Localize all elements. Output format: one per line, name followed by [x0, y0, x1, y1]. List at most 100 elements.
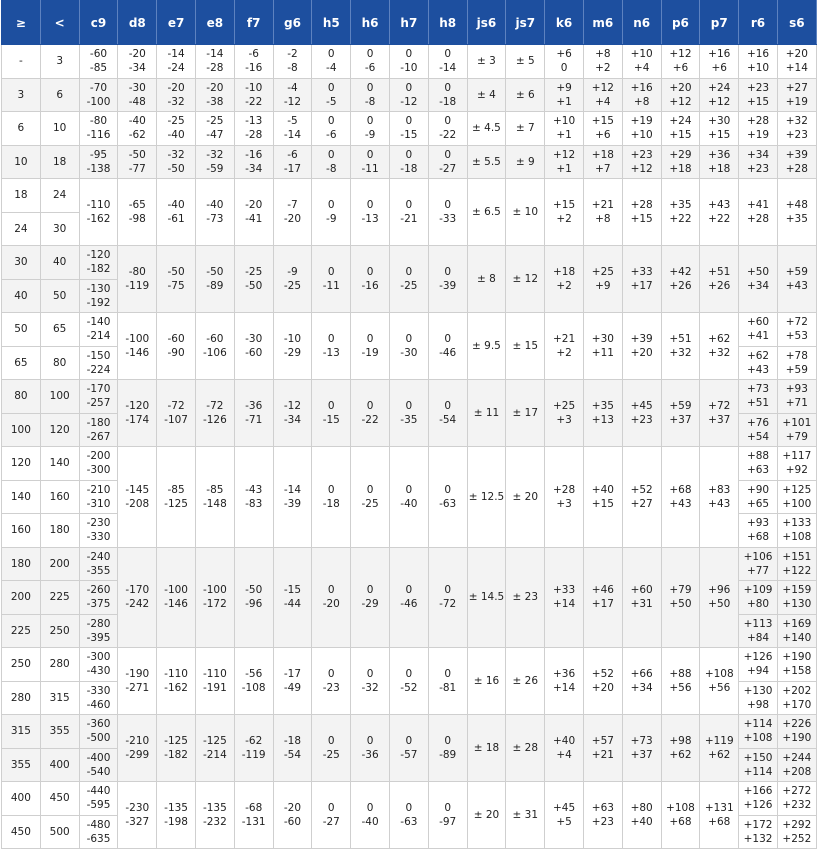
tolerance-cell: -190 -271: [117, 647, 158, 715]
tolerance-cell: ± 18: [466, 714, 507, 782]
tolerance-cell: -62 -119: [233, 714, 274, 782]
cell-line: +52: [591, 668, 614, 680]
cell-line: -210: [86, 483, 111, 496]
cell-line: -8: [287, 62, 298, 75]
tolerance-cell: +80 +40: [621, 781, 662, 849]
tolerance-cell: +48 +35: [776, 178, 817, 246]
tolerance-cell: +76 +54: [738, 412, 778, 447]
cell-line: +48: [785, 199, 808, 211]
cell-line: +170: [782, 698, 812, 711]
tolerance-cell: 0 -12: [388, 77, 429, 112]
tolerance-cell: -10 -29: [272, 312, 313, 380]
cell-line: +23: [630, 414, 653, 426]
tolerance-cell: +12 +4: [582, 77, 623, 112]
cell-line: +16: [708, 48, 731, 61]
cell-line: -224: [86, 363, 111, 376]
cell-line: +13: [591, 414, 614, 426]
cell-line: +41: [746, 330, 770, 343]
cell-line: -50: [128, 148, 146, 161]
tolerance-cell: 0 -27: [311, 781, 352, 849]
cell-line: -191: [202, 682, 227, 694]
tolerance-cell: +62 +43: [738, 345, 778, 380]
tolerance-cell: -25 -40: [156, 111, 196, 146]
tolerance-cell: +88 +63: [738, 446, 778, 481]
cell-line: -190: [125, 668, 150, 680]
cell-line: -25: [322, 749, 340, 761]
tolerance-cell: -7 -20: [272, 178, 313, 246]
cell-line: 0: [327, 584, 335, 597]
cell-line: +35: [591, 400, 614, 412]
range-to: 120: [39, 412, 80, 447]
cell-line: -20: [206, 81, 224, 94]
cell-line: -43: [245, 483, 263, 496]
cell-line: -13: [322, 347, 340, 359]
tolerance-cell: ± 7: [505, 111, 546, 146]
cell-line: 0: [366, 266, 374, 278]
tolerance-cell: +60 +41: [738, 312, 778, 347]
cell-line: +63: [746, 464, 770, 477]
cell-line: -125: [202, 735, 227, 747]
tolerance-cell: 0 -8: [311, 144, 352, 179]
cell-line: -34: [128, 62, 146, 75]
tolerance-cell: -60 -85: [78, 44, 119, 79]
tolerance-cell: +88 +56: [660, 647, 701, 715]
cell-line: -300: [86, 464, 111, 477]
tolerance-cell: +90 +65: [738, 479, 778, 514]
cell-line: -54: [439, 414, 457, 426]
tolerance-cell: +57 +21: [582, 714, 623, 782]
range-to: 315: [39, 680, 80, 715]
cell-line: +23: [591, 816, 614, 828]
tolerance-cell: +33 +17: [621, 245, 662, 313]
cell-line: 0: [366, 735, 374, 747]
cell-line: -77: [128, 162, 146, 175]
tolerance-cell: +18 +2: [544, 245, 584, 313]
tolerance-cell: -14 -28: [194, 44, 235, 79]
cell-line: -6: [248, 48, 259, 61]
cell-line: +60: [630, 584, 653, 597]
cell-line: +20: [591, 682, 614, 694]
cell-line: -50: [167, 162, 185, 175]
cell-line: +14: [552, 682, 576, 694]
tolerance-cell: 0 -27: [427, 144, 468, 179]
cell-line: +15: [708, 129, 731, 142]
tolerance-cell: 0 -72: [427, 546, 468, 648]
tolerance-cell: -230 -327: [117, 781, 158, 849]
tolerance-cell: -17 -49: [272, 647, 313, 715]
tolerance-cell: 0 -39: [427, 245, 468, 313]
cell-line: +1: [556, 162, 572, 175]
tolerance-cell: +159 +130: [776, 580, 817, 615]
cell-line: 0: [405, 115, 413, 128]
cell-line: -208: [125, 497, 150, 510]
tolerance-cell: -14 -39: [272, 446, 313, 548]
cell-line: -34: [283, 414, 302, 426]
cell-line: +53: [785, 330, 808, 343]
cell-line: -635: [86, 832, 111, 845]
tolerance-cell: -170 -242: [117, 546, 158, 648]
tolerance-cell: -125 -182: [156, 714, 196, 782]
tolerance-cell: 0 -16: [350, 245, 390, 313]
tolerance-cell: 0 -13: [350, 178, 390, 246]
cell-line: +122: [782, 564, 812, 577]
cell-line: +76: [746, 416, 770, 429]
tolerance-cell: -65 -98: [117, 178, 158, 246]
cell-line: -9: [364, 129, 376, 142]
cell-line: -72: [439, 598, 457, 611]
tolerance-cell: 0 -6: [350, 44, 390, 79]
cell-line: -56: [245, 668, 263, 680]
cell-line: -4: [326, 62, 337, 75]
cell-line: -96: [245, 598, 263, 611]
cell-line: -242: [125, 598, 150, 611]
cell-line: -280: [86, 617, 111, 630]
cell-line: +114: [743, 718, 773, 731]
cell-line: -90: [167, 347, 185, 359]
tolerance-cell: -20 -60: [272, 781, 313, 849]
cell-line: +169: [782, 617, 812, 630]
cell-line: +30: [708, 115, 731, 128]
tolerance-cell: 0 -46: [427, 312, 468, 380]
cell-line: +62: [669, 749, 692, 761]
cell-line: 0: [405, 48, 413, 61]
column-header: c9: [78, 0, 119, 45]
tolerance-cell: -14 -24: [156, 44, 196, 79]
range-from: 100: [1, 412, 41, 447]
cell-line: -172: [202, 598, 227, 611]
